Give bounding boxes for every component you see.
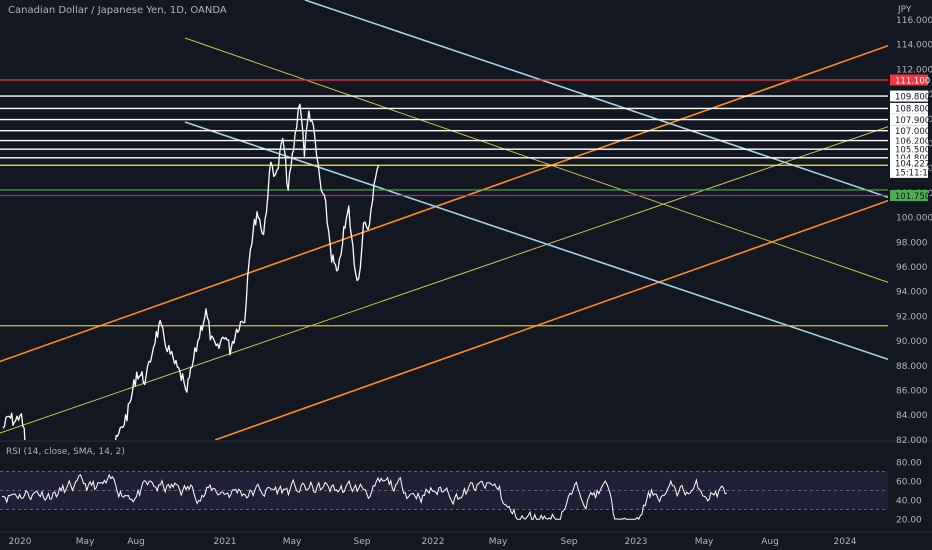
price-badge-101.750 <box>890 189 928 201</box>
orange-lower-channel <box>214 199 888 440</box>
price-series-layer <box>2 103 380 440</box>
time-tick-label: Sep <box>561 537 578 547</box>
time-tick-label: Aug <box>127 537 145 547</box>
price-badge-106.200 <box>890 135 928 147</box>
price-tick-label: 86.000 <box>896 387 928 397</box>
time-tick-label: May <box>76 537 95 547</box>
price-tick-label: 98.000 <box>896 238 928 248</box>
time-tick-label: 2023 <box>625 537 648 547</box>
price-badge-label: 108.800 <box>895 105 930 115</box>
time-tick-label: 2020 <box>9 537 32 547</box>
price-axis[interactable]: 116.000114.000112.000110.000108.000106.0… <box>890 16 932 446</box>
lightblue-lower-line <box>184 121 888 361</box>
price-tick-label: 96.000 <box>896 263 928 273</box>
orange-upper-channel <box>0 44 888 363</box>
time-axis[interactable]: 2020 May Aug 2021 May Sep 2022 May Sep 2023 May Aug… <box>0 531 932 547</box>
chart-title: Canadian Dollar / Japanese Yen, 1D, OAND… <box>8 5 227 16</box>
trendline-layer <box>0 0 888 440</box>
time-tick-label: Sep <box>354 537 371 547</box>
horizontal-levels-layer <box>0 79 888 327</box>
last-price-badge <box>890 158 928 178</box>
rsi-tick-label: 80.00 <box>896 458 922 468</box>
price-tick-label: 114.000 <box>896 41 932 51</box>
price-tick-label: 84.000 <box>896 411 928 421</box>
price-badge-107.000 <box>890 125 928 137</box>
price-tick-label: 100.000 <box>896 214 932 224</box>
price-badge-label: 105.500 <box>895 145 930 155</box>
rsi-title: RSI (14, close, SMA, 14, 2) <box>6 447 125 457</box>
yellow-upward-line <box>0 126 888 434</box>
last-price-countdown: 15:11:16 <box>895 168 932 178</box>
price-badge-label: 106.200 <box>895 137 930 147</box>
time-tick-label: 2022 <box>422 537 445 547</box>
time-tick-label: May <box>283 537 302 547</box>
rsi-tick-label: 60.00 <box>896 477 922 487</box>
time-tick-label: 2024 <box>834 537 857 547</box>
time-tick-label: May <box>489 537 508 547</box>
price-badge-104.800 <box>890 152 928 164</box>
price-badge-109.800 <box>890 90 928 102</box>
price-tick-label: 90.000 <box>896 337 928 347</box>
price-badge-108.800 <box>890 102 928 114</box>
price-tick-label: 82.000 <box>896 436 928 446</box>
yellow-downward-line <box>184 37 888 283</box>
currency-label: JPY <box>898 5 912 15</box>
price-badge-111.100 <box>890 74 928 86</box>
price-tick-label: 92.000 <box>896 312 928 322</box>
price-badge-105.500 <box>890 143 928 155</box>
price-badge-label: 109.800 <box>895 92 930 102</box>
price-badge-label: 107.900 <box>895 116 930 126</box>
price-badge-label: 107.000 <box>895 127 930 137</box>
time-tick-label: May <box>695 537 714 547</box>
price-badge-107.900 <box>890 114 928 126</box>
rsi-line <box>1 473 727 521</box>
rsi-tick-label: 40.00 <box>896 497 922 507</box>
last-price-value: 104.227 <box>895 159 930 169</box>
price-badge-label: 101.750 <box>895 192 930 202</box>
time-tick-label: 2021 <box>214 537 237 547</box>
price-tick-label: 112.000 <box>896 65 932 75</box>
rsi-pane: 80.00 60.00 40.00 20.00 <box>0 440 932 526</box>
price-tick-label: 88.000 <box>896 362 928 372</box>
rsi-tick-label: 20.00 <box>896 516 922 526</box>
price-badge-label: 111.100 <box>895 76 930 86</box>
price-tick-label: 116.000 <box>896 16 932 26</box>
price-tick-label: 94.000 <box>896 288 928 298</box>
price-line <box>2 103 380 440</box>
time-tick-label: Aug <box>761 537 779 547</box>
